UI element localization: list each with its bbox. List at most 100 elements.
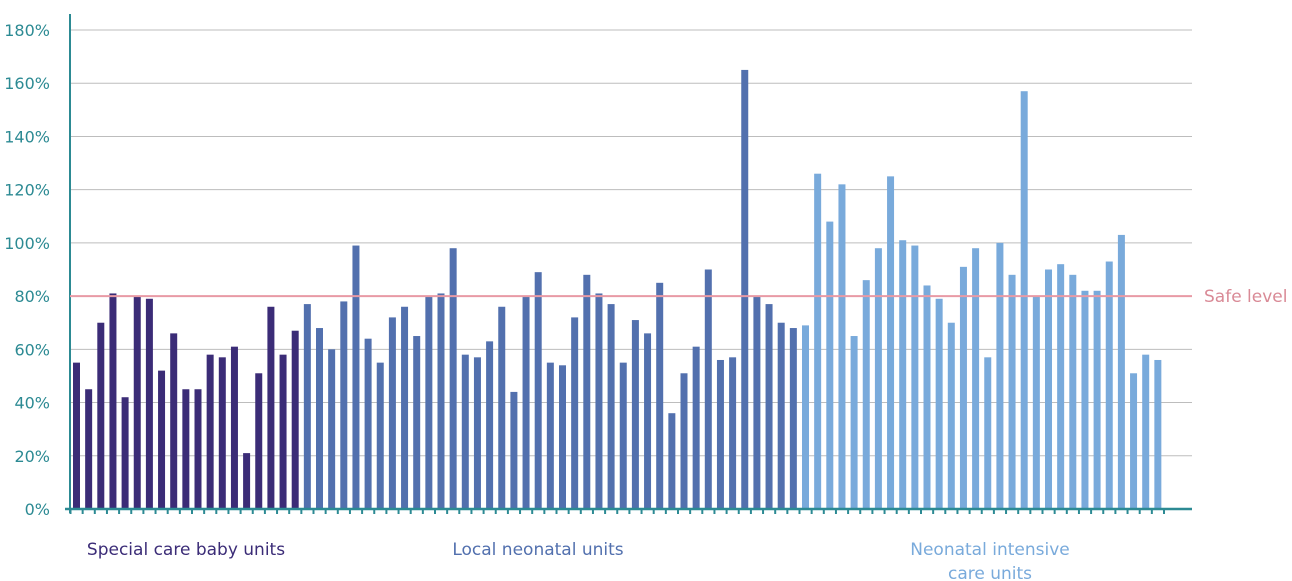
bar	[559, 365, 566, 509]
y-tick-label: 40%	[14, 394, 50, 413]
bar	[97, 322, 105, 509]
bar	[1057, 264, 1065, 509]
bar	[121, 397, 129, 509]
bar	[522, 296, 530, 509]
bar	[1154, 359, 1162, 509]
bar	[303, 304, 311, 509]
bar	[911, 245, 919, 510]
bar	[158, 370, 166, 509]
y-tick-label: 140%	[4, 127, 50, 146]
bar	[473, 357, 481, 509]
bar	[1032, 296, 1040, 509]
y-tick-label: 180%	[4, 21, 50, 40]
bar	[729, 357, 737, 509]
bar	[364, 338, 372, 509]
bar	[874, 248, 882, 509]
safe-level-label: Safe level	[1204, 287, 1287, 307]
bar	[765, 304, 773, 509]
bar	[1045, 269, 1052, 509]
group-label: care units	[948, 564, 1032, 581]
bar	[267, 306, 275, 509]
y-tick-label: 120%	[4, 181, 50, 200]
bar	[923, 285, 931, 509]
bar	[984, 357, 992, 509]
bar	[789, 328, 797, 509]
bar	[230, 346, 238, 509]
bar	[1081, 290, 1089, 509]
group-label: Neonatal intensive	[910, 540, 1069, 560]
bar	[170, 333, 178, 509]
bar	[1069, 274, 1077, 509]
bar	[437, 293, 445, 509]
bar	[631, 320, 639, 509]
bar	[1020, 91, 1028, 510]
bar	[571, 317, 579, 509]
bar	[73, 362, 80, 509]
bar	[243, 453, 251, 509]
bar	[607, 304, 615, 509]
bar	[972, 248, 980, 509]
bar	[680, 373, 688, 509]
bar	[534, 272, 542, 509]
axes: 0% 20% 40% 60% 80% 100% 120% 140% 160% 180%	[4, 14, 1192, 519]
bar	[692, 346, 700, 509]
bar	[328, 349, 336, 509]
bar	[595, 293, 603, 509]
bar	[206, 354, 214, 509]
bar	[947, 322, 955, 509]
bar	[887, 176, 895, 510]
bar	[145, 298, 153, 509]
safe-level-reference: Safe level	[70, 287, 1287, 307]
bar	[1130, 373, 1138, 509]
bar	[668, 413, 676, 509]
bar	[644, 333, 652, 509]
bar	[194, 389, 202, 509]
group-label: Special care baby units	[87, 540, 285, 560]
bar	[777, 322, 785, 509]
bar	[486, 341, 494, 509]
bar	[255, 373, 263, 509]
bar	[85, 389, 93, 509]
y-tick-label: 60%	[14, 340, 50, 359]
bar	[850, 336, 858, 509]
bar	[935, 298, 943, 509]
bar	[959, 266, 967, 509]
y-tick-label: 0%	[25, 500, 50, 519]
bar	[182, 389, 190, 509]
bar	[1105, 261, 1113, 509]
bar	[510, 391, 518, 509]
group-label: Local neonatal units	[452, 540, 623, 560]
bar	[461, 354, 469, 509]
bar	[802, 325, 809, 509]
bars	[73, 69, 1162, 510]
bar	[133, 296, 141, 509]
bar	[741, 69, 749, 510]
bar	[838, 184, 846, 509]
bar	[753, 296, 761, 509]
bar	[704, 269, 712, 509]
bar	[218, 357, 226, 509]
bar	[1093, 290, 1101, 509]
bar	[1142, 354, 1150, 509]
bar	[656, 282, 664, 509]
bar	[279, 354, 287, 509]
group-labels: Special care baby units Local neonatal un…	[87, 540, 1070, 581]
y-tick-label: 20%	[14, 447, 50, 466]
bar	[1117, 234, 1125, 509]
y-tick-label: 160%	[4, 74, 50, 93]
bar	[899, 240, 907, 510]
bar	[583, 274, 591, 509]
bar	[498, 306, 506, 509]
bar	[862, 280, 870, 509]
bar	[340, 301, 348, 509]
bar	[449, 248, 457, 509]
bar	[352, 245, 360, 510]
bar	[291, 330, 299, 509]
bar	[425, 296, 433, 509]
bar	[401, 306, 409, 509]
bar	[826, 221, 834, 509]
bar	[388, 317, 396, 509]
bar	[1008, 274, 1016, 509]
bar	[716, 359, 724, 509]
